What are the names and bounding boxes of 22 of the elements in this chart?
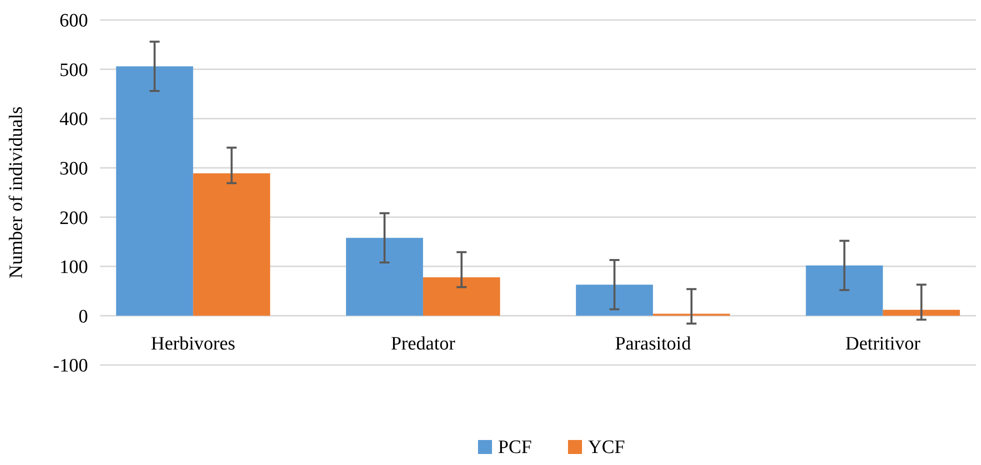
y-tick-label: 600: [60, 10, 88, 32]
y-tick-label: 300: [60, 158, 88, 180]
x-tick-label: Predator: [390, 334, 456, 355]
y-tick-label: -100: [53, 356, 88, 377]
y-axis-title: Number of individuals: [6, 106, 27, 279]
bar: [116, 66, 194, 316]
bar: [882, 310, 960, 316]
legend-label: YCF: [588, 437, 625, 458]
bar: [423, 277, 500, 316]
legend-label: PCF: [498, 437, 532, 458]
x-tick-label: Parasitoid: [614, 334, 692, 355]
bar: [576, 284, 653, 316]
bar: [346, 238, 424, 316]
y-tick-label: 400: [60, 109, 88, 130]
x-tick-label: Detritivor: [845, 334, 922, 355]
y-tick-label: 100: [60, 257, 88, 278]
bar: [806, 265, 883, 316]
y-tick-label: 0: [78, 306, 88, 328]
y-tick-label: 200: [60, 208, 88, 229]
x-tick-label: Herbivores: [150, 334, 236, 355]
y-tick-label: 500: [60, 60, 88, 81]
bar: [193, 173, 270, 316]
